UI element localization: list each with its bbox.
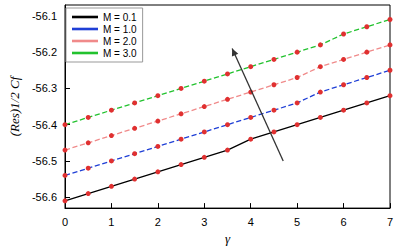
svg-text:6: 6 xyxy=(341,216,347,228)
svg-text:2: 2 xyxy=(155,216,161,228)
svg-text:-56.4: -56.4 xyxy=(32,119,57,131)
svg-text:7: 7 xyxy=(387,216,393,228)
svg-text:(Res)1/2 Cf: (Res)1/2 Cf xyxy=(7,74,22,136)
svg-text:-56.2: -56.2 xyxy=(32,46,57,58)
svg-text:M = 1.0: M = 1.0 xyxy=(103,24,137,35)
svg-text:4: 4 xyxy=(248,216,254,228)
svg-text:0: 0 xyxy=(62,216,68,228)
svg-text:-56.1: -56.1 xyxy=(32,10,57,22)
svg-text:M = 2.0: M = 2.0 xyxy=(103,36,137,47)
svg-text:M = 0.1: M = 0.1 xyxy=(103,12,137,23)
svg-text:M = 3.0: M = 3.0 xyxy=(103,48,137,59)
svg-text:γ: γ xyxy=(225,231,231,246)
svg-text:3: 3 xyxy=(201,216,207,228)
svg-text:-56.5: -56.5 xyxy=(32,155,57,167)
svg-text:-56.6: -56.6 xyxy=(32,191,57,203)
svg-text:1: 1 xyxy=(108,216,114,228)
svg-text:5: 5 xyxy=(294,216,300,228)
svg-text:-56.3: -56.3 xyxy=(32,82,57,94)
